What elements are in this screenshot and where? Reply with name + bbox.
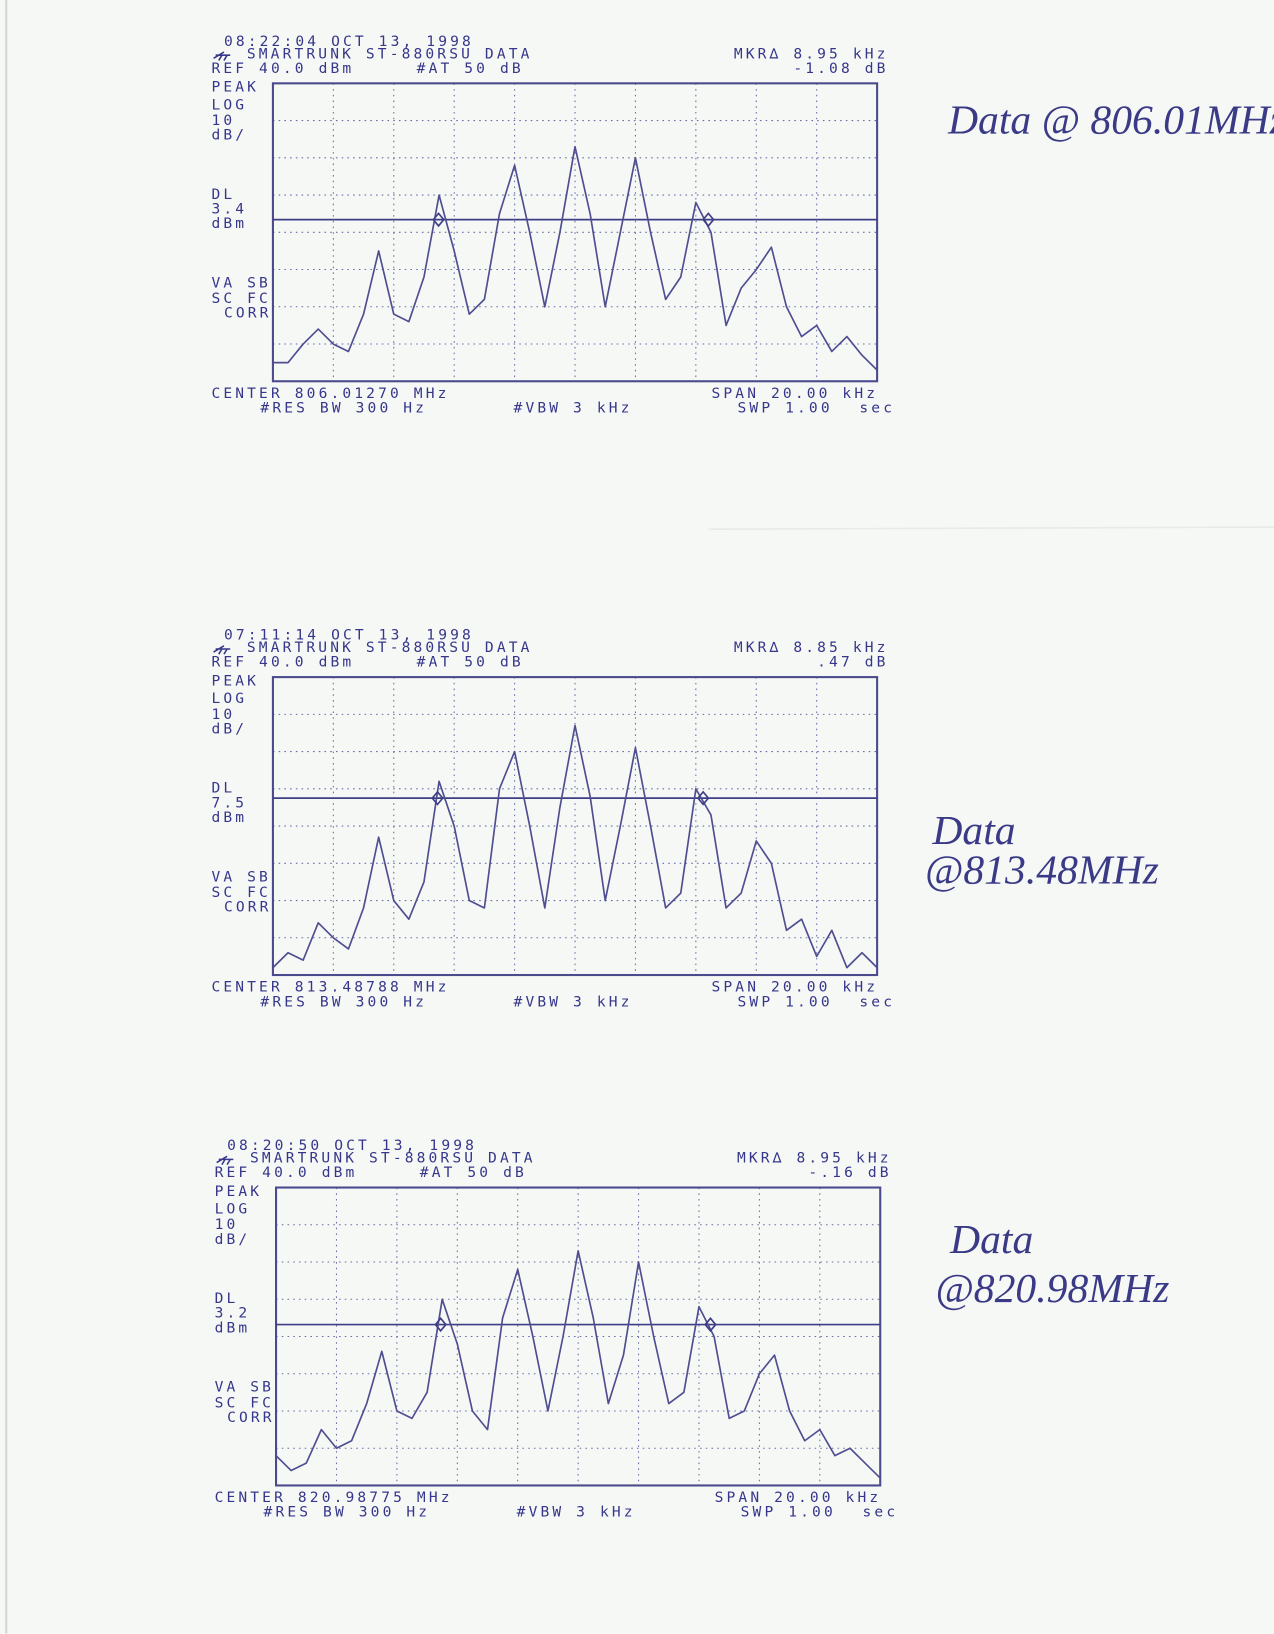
hp-logo — [216, 1155, 234, 1166]
handwritten-note: Data — [949, 1217, 1033, 1263]
sweep-time: SWP 1.00 — [741, 1504, 836, 1521]
display-line-value: 3.2 — [215, 1305, 251, 1322]
scale-label: dB/ — [215, 1231, 251, 1248]
instrument-title: SMARTRUNK ST-880RSU DATA — [250, 1150, 536, 1167]
sweep-time: SWP 1.00 — [738, 993, 833, 1010]
marker-readout: MKR∆ 8.95 kHz — [737, 1150, 892, 1167]
scale-label: PEAK — [211, 672, 259, 689]
attenuation: #AT 50 dB — [417, 60, 524, 77]
display-line-value: 7.5 — [211, 794, 247, 811]
span: SPAN 20.00 kHz — [715, 1489, 882, 1506]
video-bandwidth: #VBW 3 kHz — [514, 993, 633, 1010]
scale-label: 10 — [211, 112, 235, 129]
marker-readout: MKR∆ 8.95 kHz — [734, 45, 889, 62]
video-bandwidth: #VBW 3 kHz — [514, 400, 633, 417]
hp-logo — [213, 645, 231, 655]
marker — [432, 212, 445, 228]
marker — [702, 212, 715, 228]
video-bandwidth: #VBW 3 kHz — [517, 1504, 636, 1521]
marker-delta: .47 dB — [817, 654, 888, 671]
center-frequency: CENTER 806.01270 MHz — [211, 385, 449, 402]
scale-label: dB/ — [211, 720, 247, 737]
scale-label: 10 — [215, 1216, 239, 1233]
scale-label: 10 — [211, 706, 235, 723]
timestamp: 07:11:14 OCT 13, 1998 — [224, 627, 474, 644]
resolution-bandwidth: #RES BW 300 Hz — [260, 993, 427, 1010]
scale-label: PEAK — [215, 1183, 263, 1200]
reference-level: REF 40.0 dBm — [215, 1164, 358, 1181]
display-line-label: DL — [211, 780, 235, 797]
reference-level: REF 40.0 dBm — [211, 60, 354, 77]
handwritten-note: @820.98MHz — [935, 1266, 1169, 1312]
spectrum-trace — [272, 145, 878, 371]
display-line-label: DL — [211, 186, 235, 203]
marker — [696, 790, 710, 806]
span: SPAN 20.00 kHz — [712, 385, 879, 402]
marker-readout: MKR∆ 8.85 kHz — [734, 639, 889, 656]
marker — [434, 1317, 447, 1333]
display-line-unit: dBm — [215, 1319, 251, 1336]
handwritten-note: Data — [931, 808, 1015, 854]
status-label: VA SB — [211, 868, 271, 885]
attenuation: #AT 50 dB — [417, 654, 524, 671]
scale-label: LOG — [211, 690, 247, 707]
status-label: CORR — [227, 1409, 275, 1426]
status-label: CORR — [224, 305, 272, 322]
handwritten-note: Data @ 806.01MHz — [947, 97, 1274, 143]
status-label: SC FC — [215, 1394, 275, 1411]
sweep-unit: sec — [863, 1504, 899, 1521]
timestamp: 08:20:50 OCT 13, 1998 — [227, 1137, 477, 1154]
spectrum-trace — [275, 1250, 881, 1479]
scale-label: LOG — [211, 96, 247, 113]
center-frequency: CENTER 820.98775 MHz — [215, 1489, 453, 1506]
instrument-title: SMARTRUNK ST-880RSU DATA — [247, 45, 533, 62]
status-label: VA SB — [215, 1379, 275, 1396]
scale-label: PEAK — [211, 79, 259, 96]
sweep-unit: sec — [859, 993, 895, 1010]
status-label: SC FC — [211, 884, 271, 901]
scale-label: LOG — [215, 1201, 251, 1218]
resolution-bandwidth: #RES BW 300 Hz — [260, 400, 427, 417]
sweep-unit: sec — [859, 400, 895, 417]
plot-frame — [271, 82, 879, 383]
span: SPAN 20.00 kHz — [712, 979, 879, 996]
sweep-time: SWP 1.00 — [738, 400, 833, 417]
marker — [704, 1317, 717, 1333]
plot-frame — [275, 1186, 882, 1487]
marker — [431, 790, 444, 806]
scale-label: dB/ — [211, 127, 247, 144]
timestamp: 08:22:04 OCT 13, 1998 — [224, 33, 474, 50]
display-line-label: DL — [215, 1290, 239, 1307]
plot-frame — [271, 676, 879, 977]
center-frequency: CENTER 813.48788 MHz — [211, 979, 449, 996]
display-line-unit: dBm — [211, 215, 247, 232]
handwritten-note: @813.48MHz — [925, 847, 1159, 893]
status-label: SC FC — [211, 290, 271, 307]
attenuation: #AT 50 dB — [420, 1164, 527, 1181]
resolution-bandwidth: #RES BW 300 Hz — [264, 1504, 431, 1521]
reference-level: REF 40.0 dBm — [211, 654, 354, 671]
display-line-value: 3.4 — [211, 201, 247, 218]
status-label: VA SB — [211, 275, 271, 292]
status-label: CORR — [224, 898, 272, 915]
spectrum-trace — [272, 724, 878, 969]
instrument-title: SMARTRUNK ST-880RSU DATA — [247, 639, 533, 656]
marker-delta: -.16 dB — [808, 1164, 891, 1181]
scan-fold — [708, 526, 1274, 530]
display-line-unit: dBm — [211, 809, 247, 826]
hp-logo — [213, 51, 231, 61]
marker-delta: -1.08 dB — [793, 60, 888, 77]
